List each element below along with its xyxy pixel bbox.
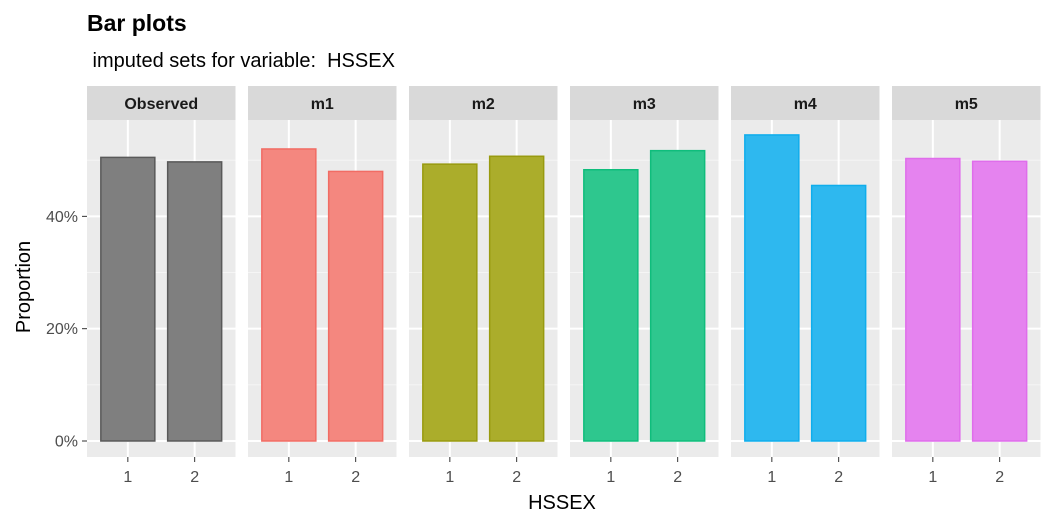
y-tick-label: 20%	[46, 321, 78, 338]
y-axis-label: Proportion	[13, 241, 35, 333]
x-tick-label: 2	[512, 469, 521, 486]
x-tick-label: 2	[673, 469, 682, 486]
bar-observed-1	[100, 156, 156, 442]
chart-title: Bar plots	[87, 10, 187, 36]
x-tick-label: 2	[995, 469, 1004, 486]
x-tick-label: 2	[190, 469, 199, 486]
x-tick-label: 1	[606, 469, 615, 486]
facet-strip-label: Observed	[124, 96, 198, 113]
facet-panel-m2: m2 1 2	[409, 86, 558, 486]
x-tick-label: 2	[351, 469, 360, 486]
bar-m3-2	[649, 149, 706, 442]
facet-strip	[87, 86, 236, 120]
bar-m5-2	[971, 160, 1028, 442]
panels-group: Observed 1 2 m1 1 2 m2 1 2 m3 1 2 m4 1 2 m5 1 2	[87, 86, 1041, 486]
facet-strip-label: m2	[472, 96, 495, 113]
bar-m4-1	[744, 134, 800, 442]
y-axis: 0% 20% 40%	[46, 209, 87, 451]
x-tick-label: 1	[767, 469, 776, 486]
facet-panel-m1: m1 1 2	[248, 86, 397, 486]
bar-m1-1	[261, 148, 317, 442]
facet-strip-label: m3	[633, 96, 656, 113]
x-tick-label: 1	[123, 469, 132, 486]
bar-observed-2	[166, 161, 223, 442]
x-tick-label: 2	[834, 469, 843, 486]
facet-panel-m4: m4 1 2	[731, 86, 880, 486]
x-tick-label: 1	[928, 469, 937, 486]
facet-panel-m3: m3 1 2	[570, 86, 719, 486]
bar-m3-1	[583, 168, 639, 442]
bar-m4-2	[810, 184, 867, 442]
bar-m5-1	[905, 157, 961, 442]
y-tick-label: 40%	[46, 209, 78, 226]
facet-strip	[409, 86, 558, 120]
bar-m2-2	[488, 155, 545, 442]
facet-strip	[570, 86, 719, 120]
facet-strip	[731, 86, 880, 120]
facet-strip	[248, 86, 397, 120]
facet-strip-label: m4	[794, 96, 817, 113]
bar-m2-1	[422, 163, 478, 442]
facet-panel-m5: m5 1 2	[892, 86, 1041, 486]
facet-strip	[892, 86, 1041, 120]
bar-m1-2	[327, 170, 384, 442]
x-axis-label: HSSEX	[528, 492, 596, 514]
x-tick-label: 1	[445, 469, 454, 486]
facet-strip-label: m1	[311, 96, 334, 113]
facet-panel-observed: Observed 1 2	[87, 86, 236, 486]
facet-strip-label: m5	[955, 96, 978, 113]
x-tick-label: 1	[284, 469, 293, 486]
y-tick-label: 0%	[55, 434, 78, 451]
chart-subtitle: imputed sets for variable: HSSEX	[87, 50, 395, 72]
